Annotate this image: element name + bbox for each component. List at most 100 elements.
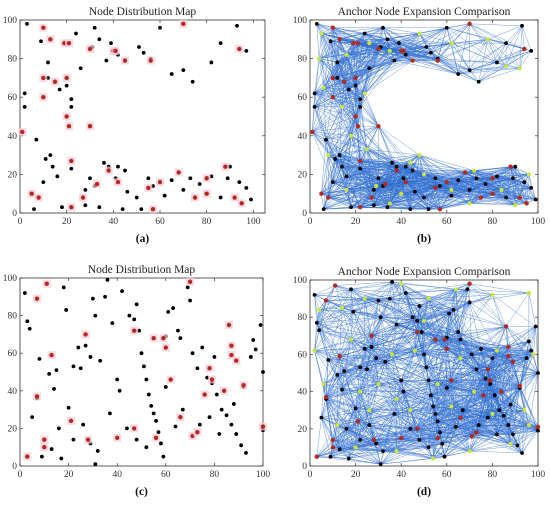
unknown-node-point: [125, 189, 130, 194]
connection-line: [437, 23, 470, 61]
unknown-node-point: [358, 104, 363, 109]
unknown-node-point: [239, 443, 244, 448]
connection-line: [346, 189, 390, 204]
connection-line: [341, 367, 361, 390]
connection-line: [325, 397, 338, 426]
connection-line: [337, 424, 374, 441]
connection-line: [469, 42, 507, 71]
connection-line: [469, 432, 477, 452]
unknown-node-point: [251, 338, 256, 342]
connection-line: [373, 410, 411, 441]
connection-line: [391, 354, 438, 385]
connection-line: [323, 87, 361, 108]
anchor-node-point: [326, 195, 331, 200]
connection-line: [341, 149, 368, 167]
unknown-node-point: [312, 91, 317, 96]
connection-line: [323, 54, 347, 88]
unknown-node-point: [362, 346, 367, 351]
unknown-node-point: [249, 197, 253, 202]
connection-line: [480, 197, 516, 206]
connection-line: [508, 356, 520, 387]
connection-line: [414, 348, 447, 351]
connection-line: [328, 197, 352, 208]
connection-line: [371, 316, 413, 337]
connection-line: [355, 60, 413, 79]
connection-line: [455, 289, 493, 296]
expanded-node-point: [321, 85, 326, 90]
connection-line: [380, 458, 434, 465]
unknown-node-point: [426, 207, 431, 212]
connection-line: [369, 33, 420, 44]
connection-line: [366, 149, 397, 171]
x-tick-label: 80: [488, 217, 498, 227]
unknown-node-point: [120, 289, 124, 294]
anchor-node-point: [122, 58, 128, 63]
connection-line: [323, 359, 329, 385]
connection-line: [391, 354, 397, 400]
unknown-node-point: [403, 291, 408, 295]
anchor-node-point: [204, 191, 209, 196]
connection-line: [357, 410, 370, 422]
unknown-node-point: [132, 317, 137, 322]
connection-line: [451, 350, 498, 381]
connection-line: [458, 326, 507, 333]
connection-line: [376, 339, 436, 359]
connection-line: [403, 50, 438, 61]
connection-line: [517, 430, 539, 446]
connection-line: [480, 166, 511, 198]
connection-line: [337, 424, 356, 448]
connection-line: [428, 178, 436, 210]
connection-line: [389, 33, 420, 52]
y-tick-label: 60: [298, 93, 308, 103]
connection-line: [360, 391, 397, 400]
unknown-node-point: [385, 205, 390, 210]
connection-line: [341, 307, 352, 340]
y-tick-label: 0: [302, 462, 307, 472]
x-tick-label: 20: [351, 470, 361, 480]
connection-line: [389, 298, 422, 333]
connection-line: [442, 436, 472, 444]
connection-line: [469, 413, 493, 452]
connection-line: [451, 406, 470, 452]
connection-line: [355, 439, 420, 448]
connection-line: [328, 307, 343, 361]
anchor-node-point: [310, 129, 315, 135]
connection-line: [416, 332, 429, 381]
expanded-node-point: [449, 187, 454, 192]
connection-line: [378, 354, 393, 385]
connection-line: [369, 42, 404, 52]
unknown-node-point: [180, 407, 185, 412]
connection-line: [378, 384, 411, 429]
unknown-node-point: [103, 294, 107, 299]
connection-line: [330, 27, 334, 42]
unknown-node-point: [78, 366, 83, 371]
connection-line: [419, 426, 456, 441]
connection-line: [492, 357, 520, 387]
connection-line: [325, 300, 343, 309]
connection-line: [359, 398, 397, 441]
connection-line: [332, 439, 374, 448]
connection-line: [321, 33, 345, 82]
unknown-node-point: [207, 415, 212, 420]
panel-b: Anchor Node Expansion Comparison 0 20 40 60 8…: [275, 0, 550, 254]
anchor-node-point: [20, 129, 25, 135]
connection-line: [505, 326, 534, 355]
connection-line: [328, 158, 336, 198]
connection-line: [350, 185, 377, 208]
connection-line: [355, 60, 413, 86]
connection-line: [346, 170, 397, 191]
connection-line: [474, 383, 491, 392]
connection-lines: [314, 281, 539, 465]
unknown-node-point: [139, 351, 144, 356]
panel-label: (c): [135, 486, 148, 498]
unknown-node-point: [57, 87, 62, 92]
connection-line: [337, 62, 343, 107]
connection-line: [505, 326, 514, 362]
anchor-node-point: [34, 394, 40, 399]
connection-line: [451, 189, 482, 198]
connection-line: [446, 348, 488, 370]
connection-line: [314, 106, 358, 127]
connection-line: [335, 281, 393, 286]
unknown-node-point: [173, 424, 178, 429]
connection-line: [389, 187, 436, 204]
